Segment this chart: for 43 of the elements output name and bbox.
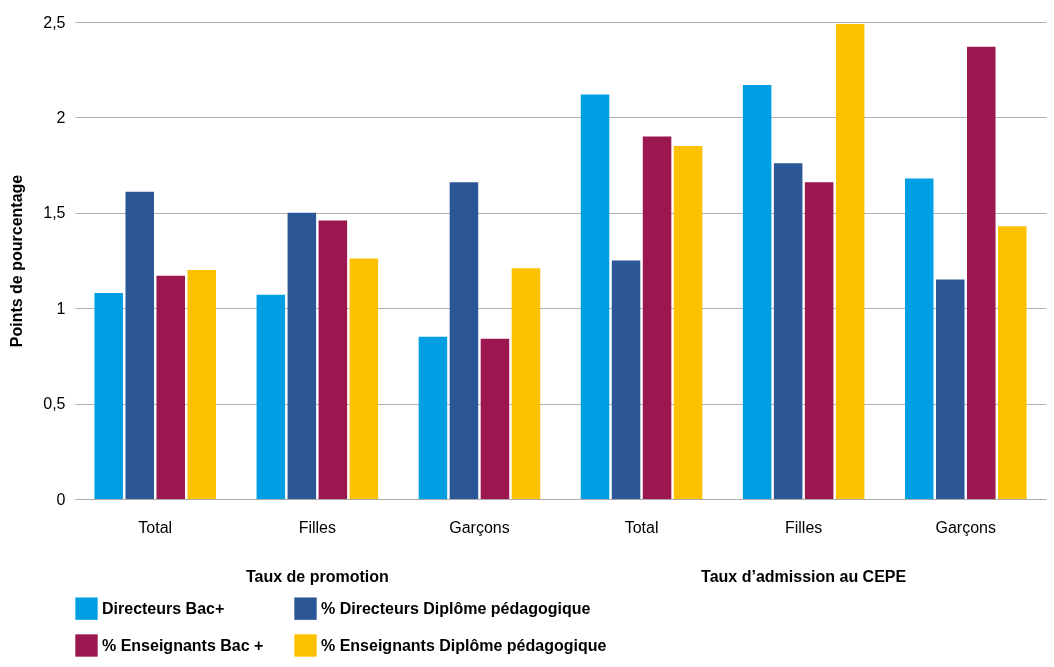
bar	[998, 226, 1027, 499]
y-tick-label: 0	[56, 490, 66, 508]
bar	[742, 84, 772, 499]
bar	[125, 191, 154, 499]
bar	[256, 294, 286, 499]
bar	[580, 94, 610, 499]
x-tick-label: Garçons	[449, 518, 510, 536]
bar	[287, 212, 317, 499]
legend-label: % Enseignants Bac +	[102, 636, 264, 654]
bar	[804, 182, 834, 499]
bar	[156, 275, 186, 499]
legend-label: Directeurs Bac+	[102, 599, 225, 617]
bar	[642, 136, 672, 499]
bar	[673, 146, 703, 499]
bar	[418, 336, 448, 499]
bar	[349, 258, 379, 499]
bar	[318, 220, 348, 499]
y-tick-label: 0,5	[43, 395, 66, 413]
bar	[773, 163, 803, 499]
bar	[511, 268, 541, 499]
bar	[967, 46, 996, 499]
legend-label: % Directeurs Diplôme pédagogique	[321, 599, 591, 617]
bar	[611, 260, 641, 499]
x-tick-label: Filles	[298, 518, 337, 536]
text: Taux d’admission au CEPE	[701, 568, 907, 585]
y-tick-label: 1,5	[43, 204, 66, 222]
text: Taux de promotion	[245, 568, 389, 585]
bar	[187, 270, 217, 499]
bar	[904, 178, 934, 499]
y-tick-label: 2,5	[43, 13, 66, 31]
bar	[835, 23, 865, 499]
x-tick-label: Filles	[784, 518, 823, 536]
bar	[935, 279, 965, 499]
y-tick-label: 2	[56, 108, 66, 126]
x-tick-label: Total	[138, 518, 173, 536]
x-tick-label: Total	[624, 518, 659, 536]
bar	[449, 182, 479, 499]
x-tick-label: Garçons	[935, 518, 996, 536]
bar	[480, 338, 510, 499]
legend-label: % Enseignants Diplôme pédagogique	[321, 636, 607, 654]
bar	[94, 292, 123, 499]
y-axis-title: Points de pourcentage	[8, 174, 26, 348]
y-tick-label: 1	[56, 299, 66, 317]
